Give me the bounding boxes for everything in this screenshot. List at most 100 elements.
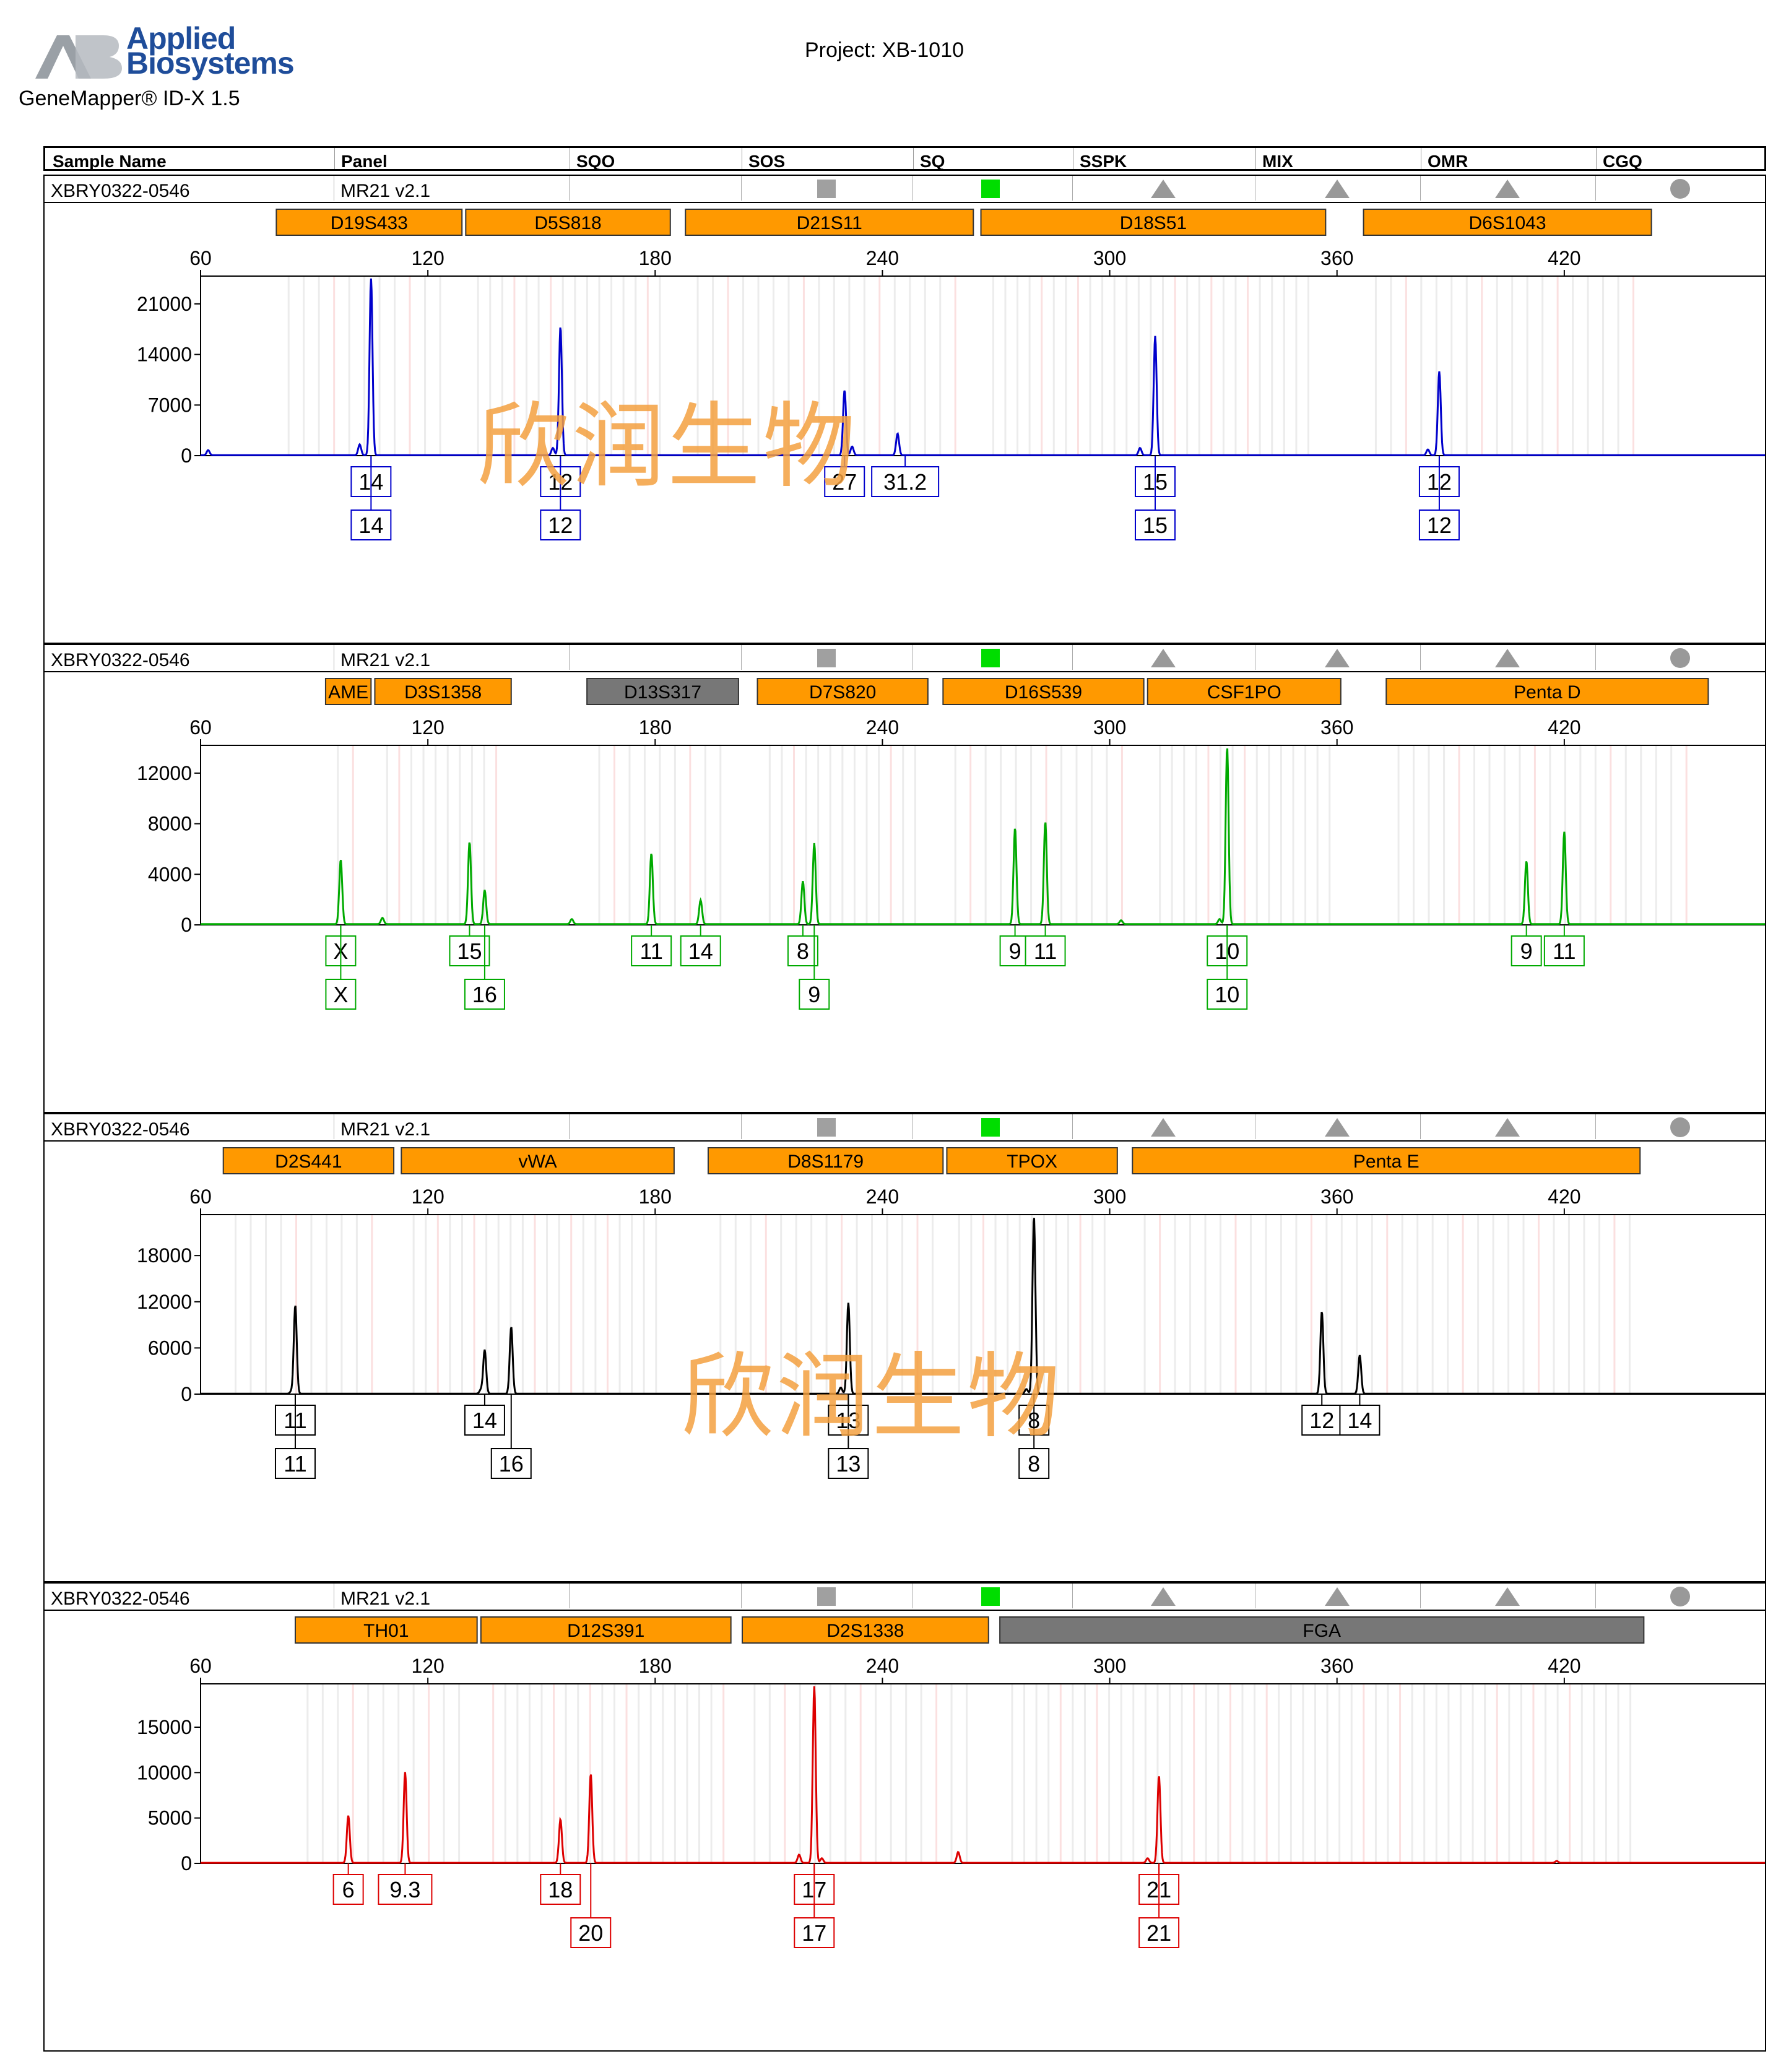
header-panel[interactable]: Panel xyxy=(341,152,388,171)
allele-call-label: 6 xyxy=(342,1877,355,1902)
sq-square-icon xyxy=(981,1587,1000,1606)
sample-info-row[interactable]: XBRY0322-0546 MR21 v2.1 xyxy=(45,176,1765,203)
allele-call[interactable]: 13 xyxy=(828,1394,869,1479)
allele-call[interactable]: 12 xyxy=(540,456,581,540)
mix-triangle-icon xyxy=(1325,649,1350,667)
allele-call[interactable]: 14 xyxy=(1339,1394,1381,1436)
allele-call[interactable]: 12 xyxy=(1301,1394,1343,1436)
locus-marker[interactable]: D18S51 xyxy=(980,209,1327,236)
x-tick-label: 60 xyxy=(189,1655,212,1677)
x-tick-label: 120 xyxy=(411,1186,444,1208)
allele-call[interactable]: 16 xyxy=(464,925,505,1010)
allele-call[interactable]: 11 xyxy=(1025,925,1066,966)
y-tick-label: 7000 xyxy=(148,394,192,416)
allele-call[interactable]: 21 xyxy=(1138,1863,1180,1948)
locus-marker[interactable]: CSF1PO xyxy=(1147,678,1342,705)
locus-label: D12S391 xyxy=(567,1621,644,1641)
sample-info-row[interactable]: XBRY0322-0546 MR21 v2.1 xyxy=(45,645,1765,672)
locus-label: vWA xyxy=(518,1151,557,1172)
header-sqo[interactable]: SQO xyxy=(576,152,615,171)
allele-bins xyxy=(306,1684,1632,1863)
allele-call[interactable]: 9 xyxy=(799,925,830,1010)
allele-call[interactable]: 15 xyxy=(1135,456,1176,540)
brand-line1: Applied xyxy=(126,21,236,56)
allele-call[interactable]: 31.2 xyxy=(871,456,940,497)
locus-marker[interactable]: Penta D xyxy=(1385,678,1709,705)
x-tick-label: 60 xyxy=(189,247,212,269)
locus-marker[interactable]: D8S1179 xyxy=(707,1147,944,1174)
allele-call[interactable]: 6 xyxy=(332,1863,364,1905)
allele-call[interactable]: 14 xyxy=(464,1394,505,1436)
locus-marker[interactable]: D12S391 xyxy=(480,1616,732,1644)
allele-call[interactable]: 27 xyxy=(824,456,865,497)
locus-marker[interactable]: D6S1043 xyxy=(1363,209,1652,236)
locus-label: D2S1338 xyxy=(826,1621,904,1641)
locus-marker[interactable]: D13S317 xyxy=(586,678,739,705)
allele-call-label: 12 xyxy=(548,513,573,538)
sq-square-icon xyxy=(981,1118,1000,1137)
allele-call[interactable]: 8 xyxy=(787,925,818,966)
allele-call[interactable]: 14 xyxy=(680,925,721,966)
brand-line2: Biosystems xyxy=(126,46,295,80)
allele-call-label: 16 xyxy=(499,1451,524,1476)
sample-info-row[interactable]: XBRY0322-0546 MR21 v2.1 xyxy=(45,1584,1765,1611)
locus-marker[interactable]: D7S820 xyxy=(756,678,929,705)
x-tick-label: 360 xyxy=(1320,1655,1353,1677)
cgq-circle-icon xyxy=(1670,648,1690,668)
allele-call-label: 9 xyxy=(1520,938,1533,964)
header-cgq[interactable]: CGQ xyxy=(1603,152,1642,171)
allele-call[interactable]: 11 xyxy=(274,1394,316,1479)
mix-triangle-icon xyxy=(1325,1118,1350,1137)
locus-marker[interactable]: Penta E xyxy=(1132,1147,1641,1174)
x-tick-label: 360 xyxy=(1320,1186,1353,1208)
allele-call[interactable]: 12 xyxy=(1418,456,1460,540)
sample-info-row[interactable]: XBRY0322-0546 MR21 v2.1 xyxy=(45,1114,1765,1142)
locus-marker[interactable]: D5S818 xyxy=(465,209,671,236)
sos-square-icon xyxy=(817,1118,836,1137)
allele-call[interactable]: 20 xyxy=(570,1863,612,1948)
allele-call[interactable]: 9.3 xyxy=(378,1863,433,1905)
locus-marker[interactable]: D16S539 xyxy=(942,678,1145,705)
allele-call[interactable]: 11 xyxy=(1543,925,1585,966)
locus-marker[interactable]: FGA xyxy=(999,1616,1645,1644)
x-tick-label: 420 xyxy=(1548,1655,1580,1677)
header-omr[interactable]: OMR xyxy=(1428,152,1468,171)
locus-marker[interactable]: TH01 xyxy=(294,1616,478,1644)
x-tick-label: 180 xyxy=(639,247,672,269)
x-tick-label: 180 xyxy=(639,1655,672,1677)
locus-marker[interactable]: vWA xyxy=(401,1147,675,1174)
header-sample-name[interactable]: Sample Name xyxy=(53,152,167,171)
header-sspk[interactable]: SSPK xyxy=(1080,152,1127,171)
header-sos[interactable]: SOS xyxy=(748,152,786,171)
locus-label: CSF1PO xyxy=(1207,682,1281,703)
allele-call[interactable]: 18 xyxy=(540,1863,581,1905)
allele-call[interactable]: 17 xyxy=(794,1863,835,1948)
x-tick-label: 180 xyxy=(639,1186,672,1208)
locus-marker[interactable]: D21S11 xyxy=(685,209,974,236)
locus-marker[interactable]: AME xyxy=(324,678,372,705)
allele-call[interactable]: 9 xyxy=(1511,925,1542,966)
locus-marker[interactable]: D2S441 xyxy=(222,1147,395,1174)
allele-call[interactable]: 14 xyxy=(350,456,392,540)
allele-call[interactable]: 15 xyxy=(449,925,490,966)
locus-marker[interactable]: D2S1338 xyxy=(742,1616,989,1644)
locus-marker[interactable]: D3S1358 xyxy=(374,678,512,705)
locus-marker[interactable]: TPOX xyxy=(946,1147,1118,1174)
header-mix[interactable]: MIX xyxy=(1262,152,1293,171)
allele-call[interactable]: 16 xyxy=(490,1394,532,1479)
allele-call[interactable]: X xyxy=(325,925,357,1010)
sample-name: XBRY0322-0546 xyxy=(51,181,190,201)
sspk-triangle-icon xyxy=(1151,1587,1176,1606)
omr-triangle-icon xyxy=(1495,180,1520,198)
project-title: Project: XB-1010 xyxy=(805,38,965,62)
locus-marker[interactable]: D19S433 xyxy=(275,209,463,236)
allele-call[interactable]: 10 xyxy=(1207,925,1248,1010)
header-sq[interactable]: SQ xyxy=(920,152,945,171)
allele-call-label: 14 xyxy=(358,513,383,538)
allele-call[interactable]: 8 xyxy=(1018,1394,1050,1479)
x-tick-label: 360 xyxy=(1320,716,1353,739)
allele-call[interactable]: 11 xyxy=(631,925,672,966)
locus-label: TPOX xyxy=(1007,1151,1057,1172)
